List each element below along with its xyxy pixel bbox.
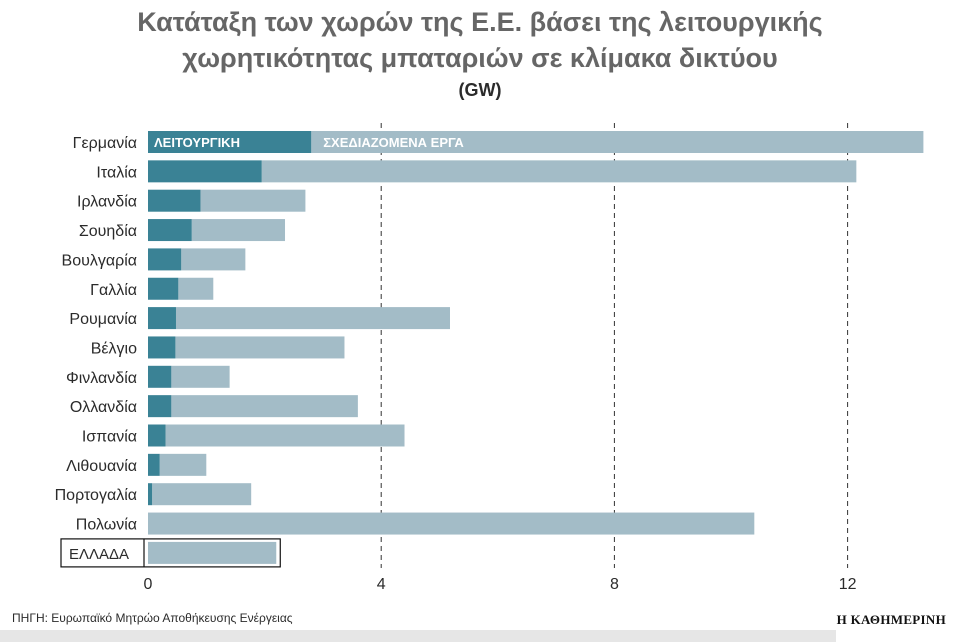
category-label: Βουλγαρία — [62, 252, 137, 269]
bar-operational — [148, 365, 172, 388]
category-label: Γαλλία — [90, 282, 137, 299]
bar-operational — [148, 219, 192, 242]
bar-operational — [148, 395, 172, 418]
bar-planned — [191, 219, 286, 242]
brand-logo: Η ΚΑΘΗΜΕΡΙΝΗ — [836, 612, 946, 627]
bar-planned — [261, 160, 857, 183]
bar-operational — [148, 131, 312, 153]
bar-planned — [175, 307, 450, 330]
category-label: Λιθουανία — [66, 458, 137, 475]
bar-operational — [148, 160, 262, 183]
bar-planned — [159, 453, 207, 476]
bar-planned — [148, 512, 755, 535]
x-tick-label: 12 — [839, 576, 857, 593]
bar-planned — [152, 483, 252, 506]
bar-planned — [311, 131, 924, 153]
source-note: ΠΗΓΗ: Ευρωπαϊκό Μητρώο Αποθήκευσης Ενέργ… — [12, 611, 293, 625]
legend-planned: ΣΧΕΔΙΑΖΟΜΕΝΑ ΕΡΓΑ — [323, 135, 464, 150]
chart-title-line2: χωρητικότητας μπαταριών σε κλίμακα δικτύ… — [182, 43, 778, 73]
x-tick-label: 0 — [144, 576, 153, 593]
chart-title-line1: Κατάταξη των χωρών της Ε.Ε. βάσει της λε… — [137, 7, 823, 37]
category-label: ΕΛΛΑΔΑ — [69, 546, 129, 563]
category-label: Βέλγιο — [91, 340, 137, 357]
category-label: Πορτογαλία — [55, 487, 137, 504]
bar-operational — [148, 453, 160, 476]
bar-planned — [178, 277, 214, 300]
category-label: Ισπανία — [82, 429, 137, 446]
category-label: Ολλανδία — [70, 399, 137, 416]
category-label: Ιταλία — [96, 164, 137, 181]
footer-bar — [0, 630, 836, 642]
bar-operational — [148, 189, 201, 212]
category-label: Γερμανία — [73, 135, 137, 152]
category-label: Ρουμανία — [69, 311, 137, 328]
chart-unit: (GW) — [458, 80, 502, 100]
bar-operational — [148, 248, 182, 271]
legend-operational: ΛΕΙΤΟΥΡΓΙΚΗ — [154, 135, 240, 150]
bar-operational — [148, 307, 176, 330]
category-label: Φινλανδία — [66, 370, 137, 387]
highlight-box — [60, 538, 281, 568]
bar-operational — [148, 336, 176, 359]
bar-operational — [148, 277, 179, 300]
bar-planned — [171, 395, 358, 418]
category-label: Σουηδία — [79, 223, 137, 240]
bar-planned — [165, 424, 405, 447]
chart-title: Κατάταξη των χωρών της Ε.Ε. βάσει της λε… — [0, 4, 960, 76]
bar-planned — [175, 336, 345, 359]
x-tick-label: 8 — [610, 576, 619, 593]
category-label: Ιρλανδία — [77, 194, 137, 211]
bar-planned — [200, 189, 306, 212]
category-label: Πολωνία — [76, 517, 137, 534]
bar-planned — [148, 541, 277, 564]
bar-planned — [181, 248, 246, 271]
x-tick-label: 4 — [377, 576, 386, 593]
bar-operational — [148, 424, 166, 447]
bar-operational — [148, 483, 153, 506]
bar-planned — [171, 365, 230, 388]
